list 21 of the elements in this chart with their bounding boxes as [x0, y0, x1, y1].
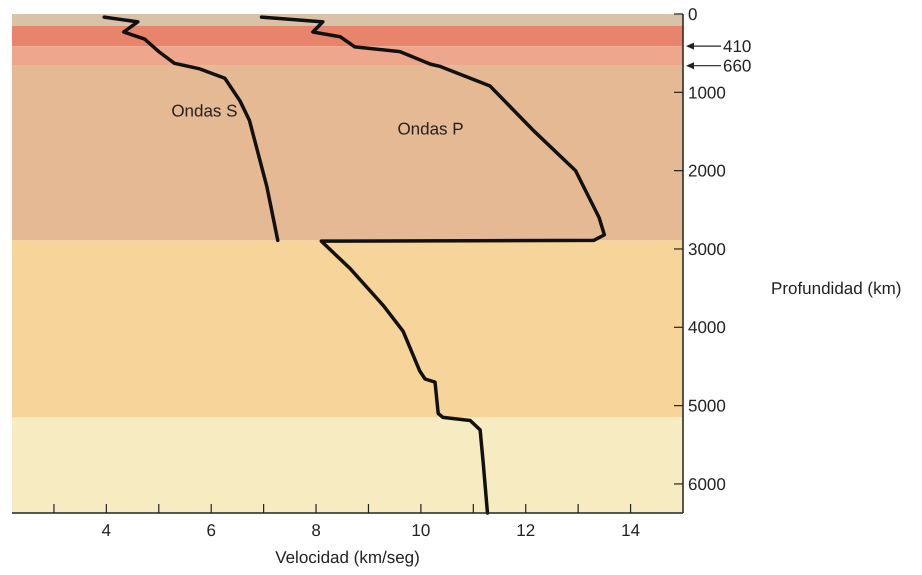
x-tick-label: 8	[311, 521, 321, 540]
series-label: Ondas S	[171, 102, 238, 121]
y-tick-label: 0	[688, 4, 698, 24]
line-series	[260, 15, 606, 515]
y-tick-label: 6000	[688, 474, 726, 494]
x-tick-label: 14	[621, 521, 640, 540]
x-axis-title: Velocidad (km/seg)	[275, 548, 420, 567]
y-tick-label: 4000	[688, 318, 726, 338]
text: Ondas P	[397, 120, 464, 139]
y-tick-label: 1000	[688, 83, 726, 102]
ref-line-label: 660	[723, 56, 752, 76]
line-series	[102, 15, 280, 242]
y-axis-title: Profundidad (km)	[771, 279, 902, 298]
y-tick-label: 3000	[688, 240, 726, 259]
x-tick-label: 12	[516, 521, 536, 540]
x-tick-label: 10	[411, 521, 430, 540]
y-tick-label: 2000	[688, 162, 726, 181]
y-tick-label: 5000	[688, 396, 726, 416]
ref-line-label: 410	[723, 37, 752, 56]
x-tick-label: 6	[206, 521, 216, 540]
x-tick-label: 4	[102, 521, 112, 540]
